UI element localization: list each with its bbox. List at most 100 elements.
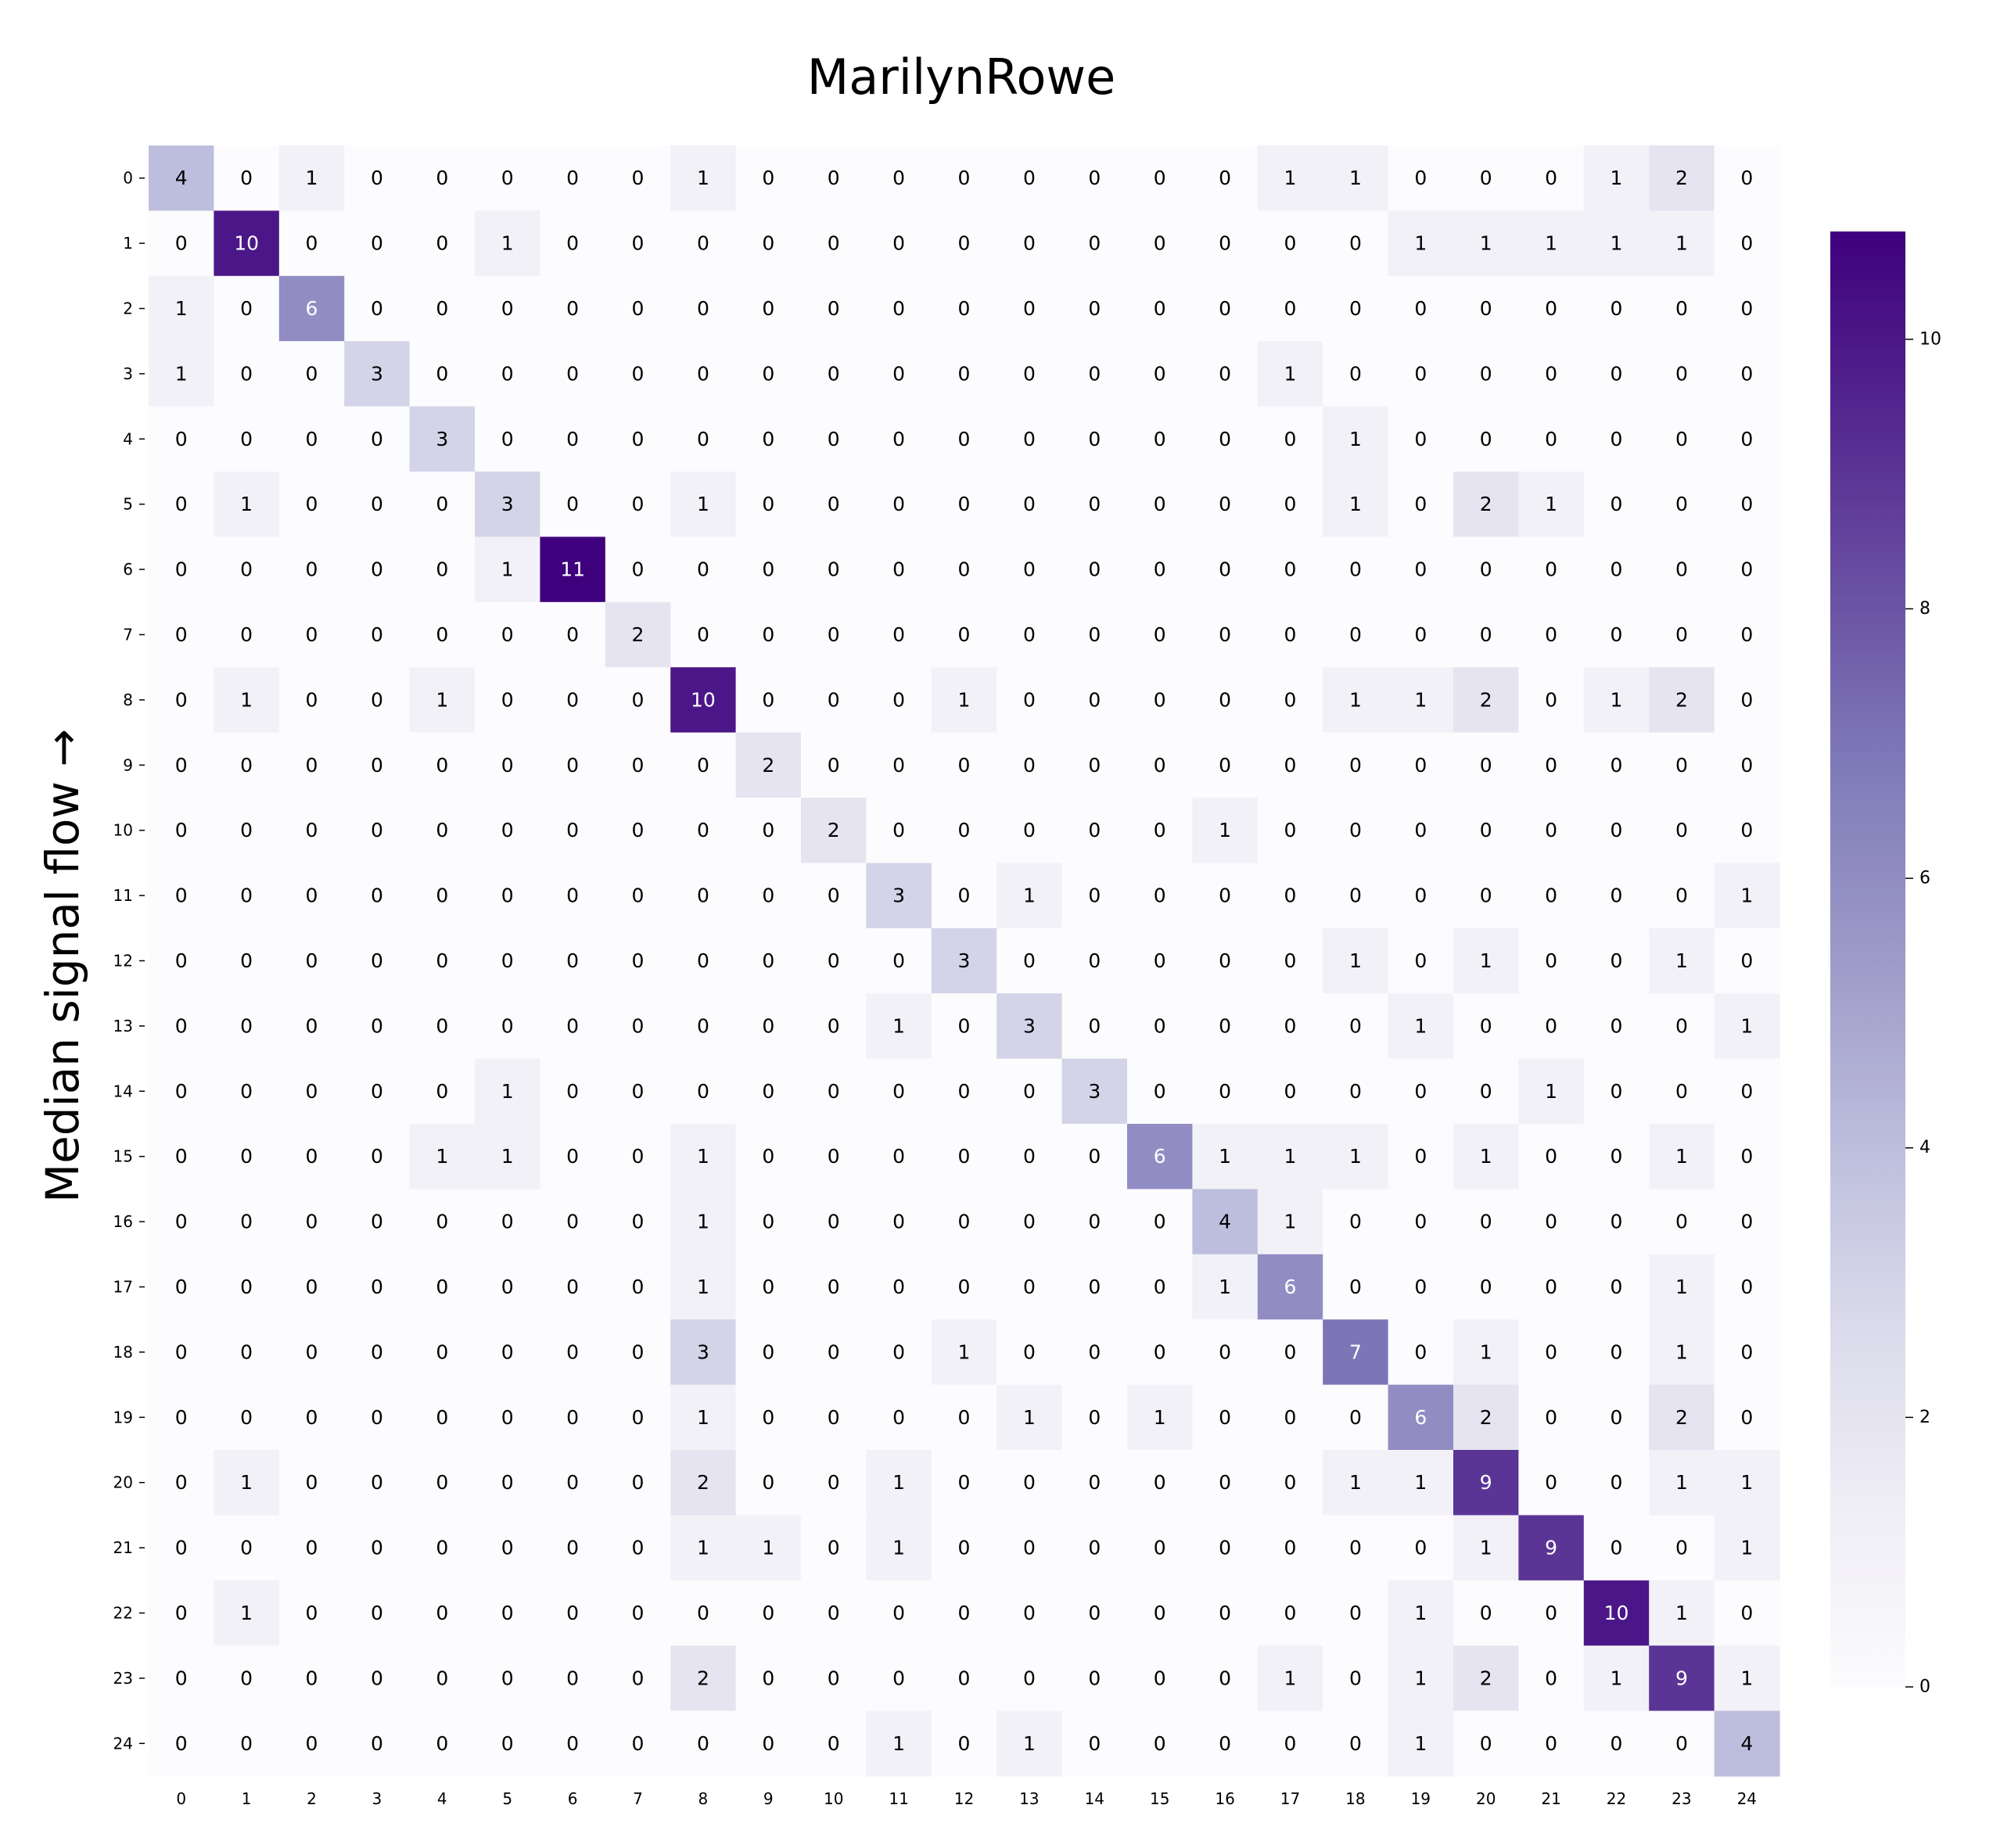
- heatmap-cell-r0-c2: [278, 145, 345, 211]
- heatmap-cell-r10-c14: [1061, 798, 1128, 863]
- cell-value-label-r9-c9: 2: [762, 754, 774, 777]
- cell-value-label-r21-c19: 0: [1414, 1537, 1427, 1559]
- heatmap-cell-r16-c13: [996, 1189, 1063, 1255]
- cell-value-label-r24-c17: 0: [1284, 1732, 1297, 1755]
- heatmap-cell-r16-c10: [801, 1189, 867, 1255]
- cell-value-label-r23-c2: 0: [306, 1667, 318, 1689]
- cell-value-label-r24-c4: 0: [436, 1732, 448, 1755]
- x-tick-label-15: 15: [1150, 1789, 1169, 1808]
- heatmap-cell-r5-c23: [1649, 472, 1715, 537]
- heatmap-cell-r21-c18: [1323, 1515, 1389, 1581]
- cell-value-label-r8-c20: 2: [1480, 688, 1492, 711]
- x-tick-label-11: 11: [889, 1789, 908, 1808]
- cell-value-label-r8-c12: 1: [958, 688, 971, 711]
- heatmap-cell-r0-c23: [1649, 145, 1715, 211]
- cell-value-label-r19-c21: 0: [1545, 1406, 1557, 1429]
- cell-value-label-r13-c10: 0: [828, 1014, 840, 1037]
- x-tick-label-13: 13: [1019, 1789, 1039, 1808]
- cell-value-label-r7-c20: 0: [1480, 623, 1492, 646]
- heatmap-cell-r16-c4: [409, 1189, 476, 1255]
- cell-value-label-r18-c16: 0: [1219, 1340, 1231, 1363]
- cell-value-label-r6-c8: 0: [697, 558, 709, 581]
- cell-value-label-r23-c21: 0: [1545, 1667, 1557, 1689]
- heatmap-cell-r21-c11: [866, 1515, 932, 1581]
- cell-value-label-r2-c17: 0: [1284, 297, 1297, 320]
- heatmap-cell-r13-c15: [1127, 993, 1193, 1060]
- cell-value-label-r23-c7: 0: [632, 1667, 645, 1689]
- heatmap-cell-r0-c10: [801, 145, 867, 211]
- heatmap-cell-r7-c16: [1192, 601, 1259, 668]
- heatmap-cell-r17-c1: [214, 1254, 280, 1320]
- cell-value-label-r17-c0: 0: [175, 1276, 188, 1298]
- heatmap-cell-r0-c16: [1192, 145, 1259, 211]
- cell-value-label-r20-c3: 0: [371, 1471, 383, 1494]
- cell-value-label-r20-c18: 1: [1349, 1471, 1362, 1494]
- cell-value-label-r4-c5: 0: [501, 428, 514, 450]
- cell-value-label-r15-c18: 1: [1349, 1145, 1362, 1168]
- cell-value-label-r19-c18: 0: [1349, 1406, 1362, 1429]
- cell-value-label-r8-c11: 0: [892, 688, 905, 711]
- heatmap-cell-r21-c15: [1127, 1515, 1193, 1581]
- heatmap-cell-r24-c18: [1323, 1710, 1389, 1777]
- cell-value-label-r13-c0: 0: [175, 1014, 188, 1037]
- heatmap-cell-r3-c22: [1583, 341, 1650, 407]
- cell-value-label-r7-c1: 0: [240, 623, 253, 646]
- heatmap-cell-r23-c21: [1518, 1645, 1585, 1712]
- heatmap-cell-r6-c6: [540, 536, 606, 603]
- cell-value-label-r20-c10: 0: [828, 1471, 840, 1494]
- cell-value-label-r10-c3: 0: [371, 819, 383, 841]
- heatmap-cell-r7-c10: [801, 601, 867, 668]
- heatmap-cell-r11-c24: [1714, 863, 1780, 929]
- heatmap-cell-r1-c20: [1453, 210, 1519, 277]
- cell-value-label-r16-c8: 1: [697, 1211, 709, 1233]
- heatmap-cell-r8-c0: [149, 667, 214, 734]
- cell-value-label-r3-c14: 0: [1088, 362, 1101, 385]
- heatmap-cell-r10-c20: [1453, 798, 1519, 863]
- cell-value-label-r13-c4: 0: [436, 1014, 448, 1037]
- cell-value-label-r22-c19: 1: [1414, 1602, 1427, 1624]
- cell-value-label-r9-c6: 0: [566, 754, 579, 777]
- heatmap-cell-r16-c0: [149, 1189, 214, 1255]
- cell-value-label-r23-c5: 0: [501, 1667, 514, 1689]
- heatmap-cell-r11-c4: [409, 863, 476, 929]
- cell-value-label-r7-c17: 0: [1284, 623, 1297, 646]
- heatmap-cell-r12-c16: [1192, 928, 1259, 994]
- heatmap-cell-r2-c5: [475, 275, 540, 342]
- heatmap-cell-r16-c3: [344, 1189, 411, 1255]
- cell-value-label-r12-c9: 0: [762, 949, 774, 972]
- heatmap-cell-r15-c10: [801, 1124, 867, 1190]
- heatmap-cell-r23-c5: [475, 1645, 540, 1712]
- cell-value-label-r0-c20: 0: [1480, 167, 1492, 189]
- cell-value-label-r10-c11: 0: [892, 819, 905, 841]
- cell-value-label-r5-c15: 0: [1154, 493, 1166, 515]
- heatmap-cell-r9-c20: [1453, 732, 1519, 798]
- cell-value-label-r10-c12: 0: [958, 819, 971, 841]
- heatmap-cell-r6-c20: [1453, 536, 1519, 603]
- cell-value-label-r17-c6: 0: [566, 1276, 579, 1298]
- heatmap-cell-r2-c12: [931, 275, 997, 342]
- cell-value-label-r8-c1: 1: [240, 688, 253, 711]
- heatmap-cell-r5-c10: [801, 472, 867, 537]
- heatmap-cell-r12-c23: [1649, 928, 1715, 994]
- cell-value-label-r12-c21: 0: [1545, 949, 1557, 972]
- heatmap-cell-r10-c12: [931, 798, 997, 863]
- heatmap-cell-r3-c23: [1649, 341, 1715, 407]
- cell-value-label-r15-c6: 0: [566, 1145, 579, 1168]
- heatmap-cell-r11-c23: [1649, 863, 1715, 929]
- heatmap-cell-r4-c0: [149, 406, 214, 472]
- cell-value-label-r10-c16: 1: [1219, 819, 1231, 841]
- cell-value-label-r10-c22: 0: [1611, 819, 1623, 841]
- cell-value-label-r11-c24: 1: [1740, 885, 1753, 907]
- cell-value-label-r9-c22: 0: [1611, 754, 1623, 777]
- heatmap-cell-r13-c2: [278, 993, 345, 1060]
- x-tick-label-21: 21: [1541, 1789, 1560, 1808]
- cell-value-label-r5-c8: 1: [697, 493, 709, 515]
- heatmap-cell-r1-c14: [1061, 210, 1128, 277]
- cell-value-label-r18-c14: 0: [1088, 1340, 1101, 1363]
- cell-value-label-r21-c7: 0: [632, 1537, 645, 1559]
- heatmap-cell-r16-c5: [475, 1189, 540, 1255]
- cell-value-label-r8-c5: 0: [501, 688, 514, 711]
- cell-value-label-r8-c0: 0: [175, 688, 188, 711]
- cell-value-label-r20-c23: 1: [1675, 1471, 1688, 1494]
- heatmap-cell-r2-c7: [605, 275, 671, 342]
